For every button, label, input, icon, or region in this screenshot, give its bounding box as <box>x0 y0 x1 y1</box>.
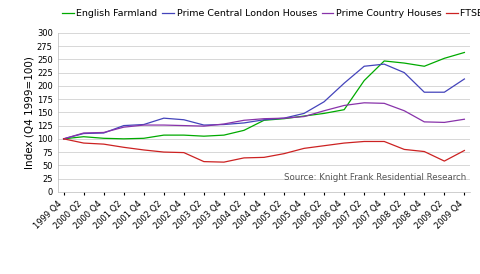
Prime Country Houses <box>421 120 427 124</box>
Legend: English Farmland, Prime Central London Houses, Prime Country Houses, FTSE 100: English Farmland, Prime Central London H… <box>62 9 480 18</box>
English Farmland <box>81 135 86 138</box>
FTSE 100 <box>121 146 127 149</box>
FTSE 100 <box>341 141 347 145</box>
FTSE 100 <box>201 160 207 163</box>
Text: Source: Knight Frank Residential Research: Source: Knight Frank Residential Researc… <box>284 173 466 182</box>
Prime Central London Houses <box>141 123 147 126</box>
FTSE 100 <box>161 150 167 154</box>
English Farmland <box>261 119 267 122</box>
FTSE 100 <box>461 149 467 152</box>
FTSE 100 <box>241 156 247 159</box>
Prime Central London Houses <box>121 124 127 127</box>
Prime Country Houses <box>161 123 167 127</box>
FTSE 100 <box>381 140 387 143</box>
FTSE 100 <box>301 147 307 150</box>
Prime Country Houses <box>81 131 86 135</box>
Line: English Farmland: English Farmland <box>64 53 464 139</box>
Prime Country Houses <box>301 115 307 118</box>
Prime Country Houses <box>181 124 187 127</box>
FTSE 100 <box>101 142 107 146</box>
Prime Country Houses <box>61 137 67 141</box>
Prime Central London Houses <box>261 118 267 121</box>
Prime Country Houses <box>121 125 127 129</box>
Prime Country Houses <box>201 124 207 128</box>
Prime Central London Houses <box>341 82 347 85</box>
Prime Country Houses <box>321 109 327 112</box>
English Farmland <box>201 135 207 138</box>
FTSE 100 <box>321 144 327 147</box>
FTSE 100 <box>81 141 86 145</box>
English Farmland <box>161 133 167 137</box>
Line: FTSE 100: FTSE 100 <box>64 139 464 162</box>
English Farmland <box>401 61 407 65</box>
English Farmland <box>241 129 247 132</box>
FTSE 100 <box>141 148 147 152</box>
Line: Prime Country Houses: Prime Country Houses <box>64 103 464 139</box>
English Farmland <box>361 79 367 82</box>
Prime Country Houses <box>341 104 347 107</box>
Prime Country Houses <box>281 116 287 120</box>
Prime Country Houses <box>101 131 107 134</box>
Prime Country Houses <box>261 117 267 120</box>
FTSE 100 <box>421 150 427 153</box>
Prime Country Houses <box>361 101 367 104</box>
FTSE 100 <box>221 161 227 164</box>
FTSE 100 <box>281 152 287 155</box>
Prime Central London Houses <box>101 131 107 135</box>
Prime Central London Houses <box>301 112 307 115</box>
Prime Central London Houses <box>442 91 447 94</box>
English Farmland <box>341 108 347 111</box>
Prime Central London Houses <box>61 137 67 141</box>
English Farmland <box>321 112 327 115</box>
Prime Country Houses <box>442 121 447 124</box>
Prime Central London Houses <box>81 132 86 135</box>
Prime Central London Houses <box>401 71 407 74</box>
FTSE 100 <box>61 137 67 141</box>
English Farmland <box>461 51 467 54</box>
FTSE 100 <box>361 140 367 143</box>
Prime Central London Houses <box>321 100 327 103</box>
English Farmland <box>101 137 107 140</box>
English Farmland <box>181 133 187 137</box>
Y-axis label: Index (Q4 1999=100): Index (Q4 1999=100) <box>24 56 34 169</box>
Prime Central London Houses <box>421 91 427 94</box>
Prime Central London Houses <box>181 118 187 121</box>
Prime Central London Houses <box>281 116 287 120</box>
English Farmland <box>61 137 67 141</box>
Prime Country Houses <box>141 123 147 127</box>
Prime Country Houses <box>221 122 227 126</box>
Prime Country Houses <box>401 109 407 112</box>
Prime Central London Houses <box>241 121 247 125</box>
FTSE 100 <box>261 156 267 159</box>
Prime Central London Houses <box>201 123 207 127</box>
English Farmland <box>221 133 227 137</box>
Line: Prime Central London Houses: Prime Central London Houses <box>64 64 464 139</box>
English Farmland <box>381 59 387 62</box>
English Farmland <box>121 137 127 141</box>
FTSE 100 <box>442 159 447 163</box>
Prime Country Houses <box>461 118 467 121</box>
Prime Central London Houses <box>381 62 387 66</box>
Prime Central London Houses <box>361 65 367 68</box>
English Farmland <box>301 115 307 118</box>
FTSE 100 <box>181 151 187 154</box>
English Farmland <box>141 137 147 140</box>
English Farmland <box>442 57 447 60</box>
English Farmland <box>421 65 427 68</box>
Prime Country Houses <box>381 102 387 105</box>
English Farmland <box>281 117 287 120</box>
FTSE 100 <box>401 148 407 151</box>
Prime Central London Houses <box>461 77 467 81</box>
Prime Central London Houses <box>221 123 227 126</box>
Prime Central London Houses <box>161 116 167 120</box>
Prime Country Houses <box>241 119 247 122</box>
